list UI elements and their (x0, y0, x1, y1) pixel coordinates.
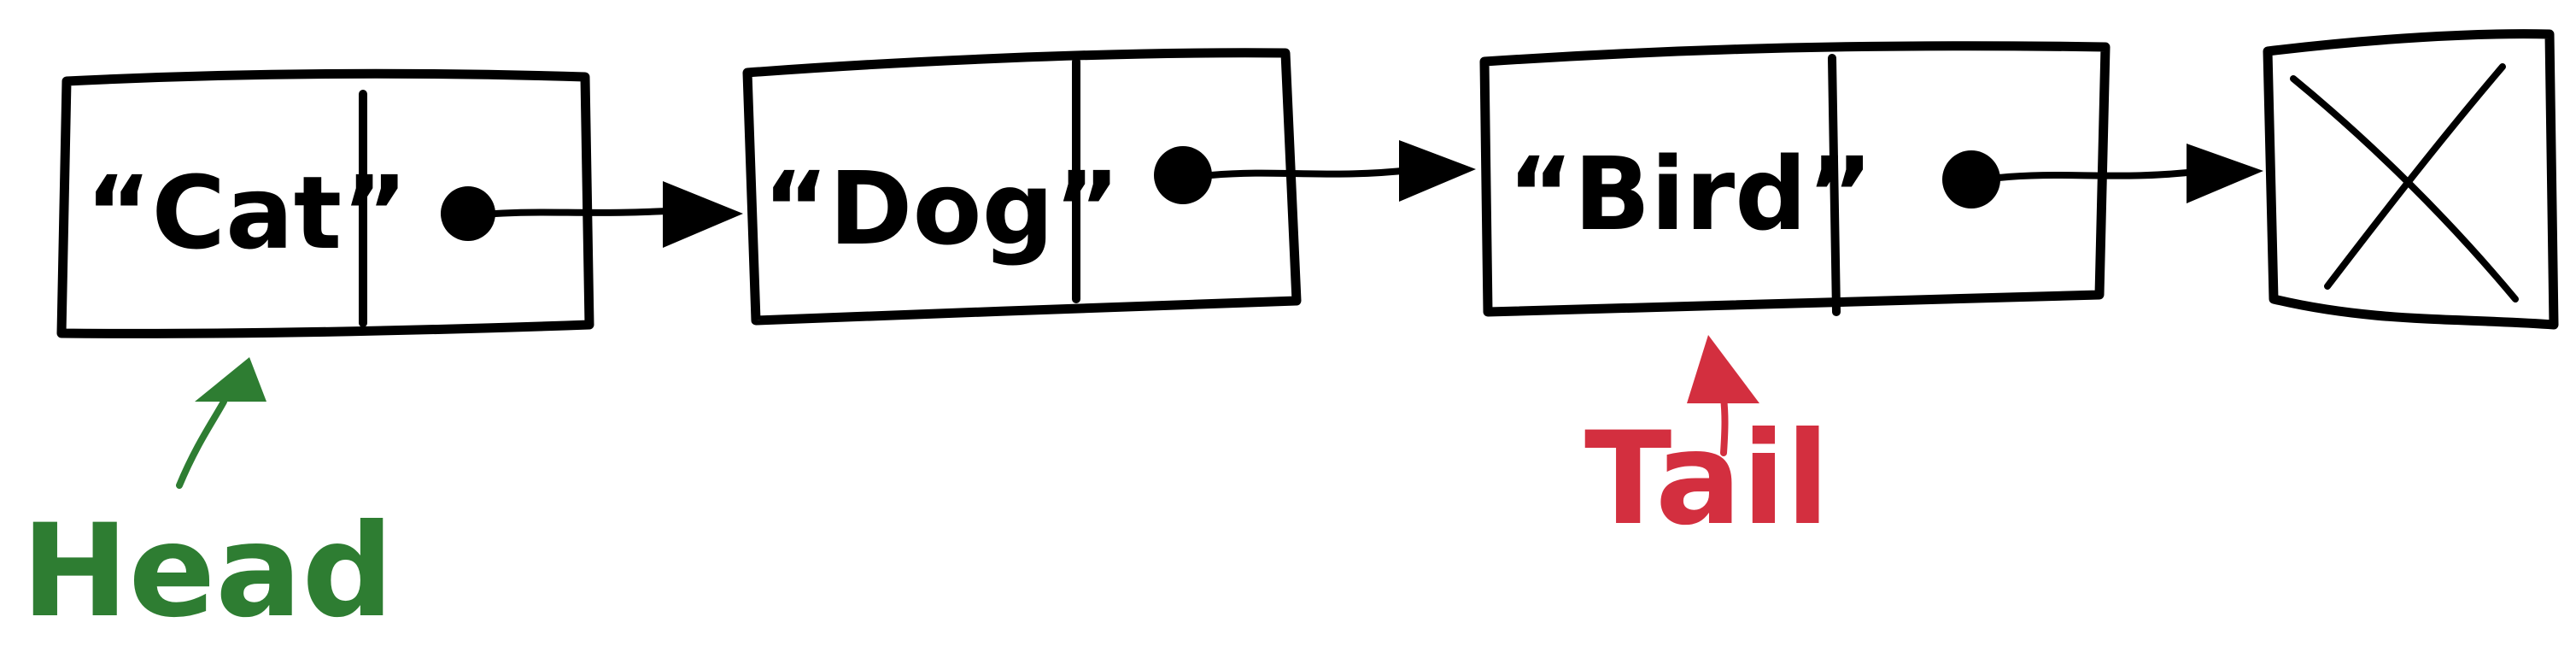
node-divider (1828, 54, 1841, 316)
x-mark-icon (2290, 63, 2519, 303)
node-value: “Cat” (85, 154, 408, 272)
tail-arrow-icon (1687, 335, 1759, 403)
node-box (56, 68, 594, 338)
next-arrow (1208, 140, 1476, 202)
list-node-cat: “Cat” (56, 68, 594, 338)
null-box (2263, 29, 2559, 330)
head-arrow-line (176, 398, 227, 489)
null-terminator (2263, 29, 2559, 330)
head-label: Head (21, 357, 394, 646)
next-pointer-dot (1154, 146, 1212, 204)
arrow-head-icon (1399, 140, 1476, 202)
tail-label-text: Tail (1584, 405, 1830, 554)
head-label-text: Head (21, 497, 394, 646)
list-node-dog: “Dog” (742, 48, 1302, 326)
tail-label: Tail (1584, 335, 1830, 554)
node-value: “Dog” (763, 150, 1121, 267)
arrow-line (1208, 166, 1421, 179)
arrow-line (492, 207, 687, 217)
node-value: “Bird” (1508, 135, 1873, 253)
head-arrow-icon (195, 357, 266, 402)
next-arrow (1995, 144, 2263, 203)
list-node-bird: “Bird” (1479, 41, 2111, 317)
arrow-head-icon (2187, 144, 2263, 203)
next-pointer-dot (1942, 150, 2000, 209)
node-box (1479, 41, 2111, 317)
arrow-line (1995, 167, 2207, 181)
next-pointer-dot (441, 186, 495, 241)
node-box (742, 48, 1302, 326)
arrow-head-icon (663, 181, 743, 248)
next-arrow (492, 181, 743, 248)
